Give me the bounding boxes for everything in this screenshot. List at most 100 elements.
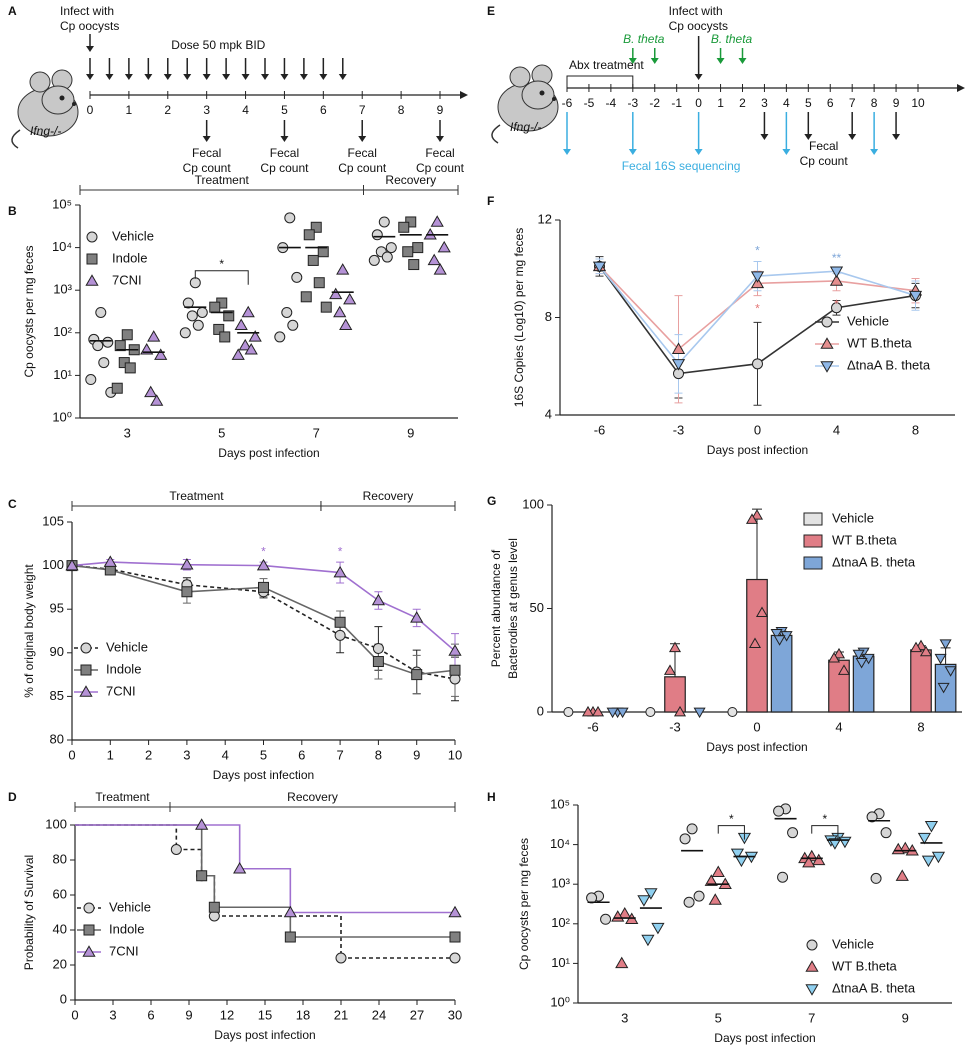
data-point xyxy=(777,871,789,883)
data-point xyxy=(581,705,595,717)
data-point xyxy=(241,305,255,318)
data-point xyxy=(755,606,769,617)
bar xyxy=(910,649,932,713)
data-point xyxy=(919,645,933,657)
panel-letter: A xyxy=(8,4,17,18)
data-point xyxy=(606,707,619,719)
legend-swatch xyxy=(803,512,823,526)
data-point xyxy=(368,254,380,266)
data-point xyxy=(637,895,651,907)
arrow-head xyxy=(163,74,172,80)
data-point xyxy=(333,305,347,318)
data-point xyxy=(563,707,574,717)
data-point xyxy=(837,664,851,675)
timeline-tick-label: 7 xyxy=(849,96,856,110)
data-point xyxy=(600,913,612,925)
y-tick-label: 10¹ xyxy=(53,367,72,382)
arrow-head xyxy=(299,74,308,80)
survival-line xyxy=(75,824,455,938)
data-point xyxy=(334,629,346,641)
data-point xyxy=(866,811,878,823)
data-point xyxy=(410,611,424,623)
legend-label: Vehicle xyxy=(109,899,151,914)
data-point xyxy=(586,892,598,904)
series-line xyxy=(71,561,456,652)
data-point xyxy=(591,705,605,717)
y-tick-label: 10⁴ xyxy=(550,836,570,851)
y-tick-label: 10⁵ xyxy=(550,796,570,811)
x-tick-label: 8 xyxy=(375,747,382,762)
fecal-label: Cp count xyxy=(800,154,849,168)
error-bar xyxy=(752,508,762,580)
timeline-tick-label: 9 xyxy=(893,96,900,110)
x-tick-label: 21 xyxy=(334,1007,348,1022)
y-tick-label: 10² xyxy=(53,324,72,339)
timeline-tick-label: -4 xyxy=(606,96,617,110)
panel-letter: E xyxy=(487,4,495,18)
phase-label: Treatment xyxy=(169,489,224,503)
legend-label: ΔtnaA B. theta xyxy=(832,554,916,569)
data-point xyxy=(182,297,194,309)
data-point xyxy=(213,323,225,335)
data-point xyxy=(673,705,687,717)
data-point xyxy=(147,330,161,342)
timeline-tick-label: 10 xyxy=(911,96,925,110)
legend-label: WT B.theta xyxy=(832,958,898,973)
data-point xyxy=(284,931,296,943)
legend-label: ΔtnaA B. theta xyxy=(832,980,916,995)
bar xyxy=(664,676,686,713)
data-point xyxy=(313,277,325,289)
data-point xyxy=(186,310,198,322)
data-point xyxy=(82,945,96,957)
arrow-head xyxy=(436,136,444,142)
x-tick-label: 18 xyxy=(296,1007,310,1022)
timeline-arrow-head xyxy=(460,91,468,99)
data-point xyxy=(645,707,656,717)
y-tick-label: 105 xyxy=(42,513,64,528)
data-point xyxy=(448,905,462,918)
y-axis-label: 16S Copies (Log10) per mg feces xyxy=(512,228,526,407)
arrow-head xyxy=(222,74,231,80)
fecal-label: Fecal xyxy=(425,146,454,160)
x-tick-label: 12 xyxy=(220,1007,234,1022)
y-tick-label: 8 xyxy=(545,309,552,324)
genotype-label: Ifng-/- xyxy=(510,120,541,134)
x-tick-label: 3 xyxy=(183,747,190,762)
data-point xyxy=(95,306,107,318)
data-point xyxy=(181,586,193,598)
data-point xyxy=(852,649,865,661)
timeline-tick-label: -1 xyxy=(671,96,682,110)
data-point xyxy=(300,291,312,303)
data-point xyxy=(336,263,350,275)
data-point xyxy=(283,905,297,918)
data-point xyxy=(944,666,957,677)
series-line xyxy=(71,564,456,680)
x-tick-label: 4 xyxy=(833,422,840,437)
data-point xyxy=(233,861,247,874)
data-point xyxy=(921,855,936,868)
data-point xyxy=(179,327,191,339)
data-point xyxy=(693,707,706,719)
data-point xyxy=(85,374,97,386)
data-point xyxy=(307,254,319,266)
dose-label: Dose 50 mpk BID xyxy=(171,38,265,52)
data-point xyxy=(339,318,353,331)
data-point xyxy=(449,931,461,943)
timeline-tick-label: 5 xyxy=(805,96,812,110)
data-point xyxy=(671,342,686,354)
x-axis-label: Days post infection xyxy=(714,1031,815,1045)
btheta-label: B. theta xyxy=(623,32,665,46)
data-point xyxy=(408,259,420,271)
data-point xyxy=(433,263,447,275)
data-point xyxy=(303,229,315,241)
fecal-label: Fecal xyxy=(348,146,377,160)
data-point xyxy=(663,664,677,675)
infect-label: Cp oocysts xyxy=(60,19,119,33)
x-axis-label: Days post infection xyxy=(213,768,314,782)
arrow-head xyxy=(86,74,94,80)
x-tick-label: 8 xyxy=(912,422,919,437)
legend-label: Vehicle xyxy=(847,313,889,328)
x-tick-label: 9 xyxy=(407,425,414,440)
y-tick-label: 100 xyxy=(522,496,544,511)
series-line xyxy=(71,564,456,676)
